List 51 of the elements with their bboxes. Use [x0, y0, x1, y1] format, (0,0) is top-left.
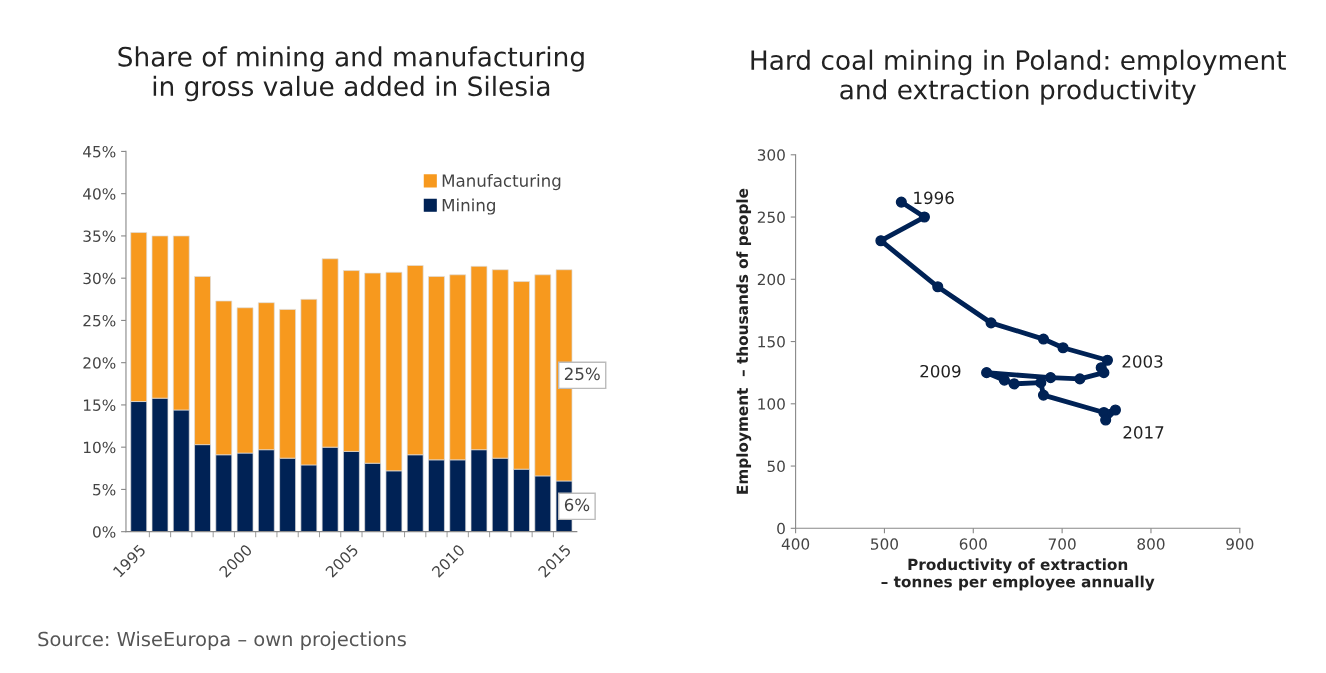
y-tick-label: 100 — [758, 398, 785, 410]
chart-title: Hard coal mining in Poland: employment and extraction productivity — [751, 49, 1286, 105]
y-tick-label: 30% — [83, 272, 116, 285]
y-tick-label: 40% — [83, 188, 116, 200]
x-tick-label: 400 — [781, 538, 810, 550]
annotation: 1996 — [914, 191, 954, 205]
annotation: 2003 — [1122, 355, 1163, 368]
point — [1037, 389, 1050, 401]
y-tick-label: 0 — [777, 522, 785, 535]
y-tick-label: 35% — [83, 230, 116, 242]
chart-title: Share of mining and manufacturing in gross value added in Silesia — [118, 46, 584, 102]
point — [918, 211, 930, 223]
point — [985, 317, 997, 329]
legend-label: Manufacturing — [442, 174, 561, 191]
point — [1101, 354, 1113, 366]
y-tick-label: 10% — [83, 441, 116, 454]
x-axis-title: Productivity of extraction – tonnes per employee annually — [881, 558, 1155, 591]
annotation: 2009 — [920, 364, 961, 378]
point — [1057, 342, 1069, 354]
y-tick-label: 150 — [758, 336, 785, 348]
y-tick-label: 300 — [757, 149, 785, 161]
y-tick-label: 250 — [757, 211, 785, 224]
x-tick-label: 600 — [959, 538, 987, 550]
annotation: 2017 — [1123, 426, 1164, 439]
y-tick-label: 200 — [757, 273, 785, 286]
point — [1037, 333, 1050, 345]
legend-label: Mining — [442, 198, 495, 215]
point — [895, 196, 907, 208]
source-note: Source: WiseEuropa – own projections — [38, 631, 406, 651]
point — [932, 281, 944, 293]
y-tick-label: 15% — [83, 399, 116, 411]
y-axis-title: Employment – thousands of people — [736, 188, 752, 494]
y-tick-label: 0% — [93, 526, 116, 538]
point — [875, 235, 887, 247]
point — [1008, 378, 1020, 390]
point — [981, 367, 993, 379]
x-tick-label: 700 — [1048, 538, 1076, 550]
point — [1045, 372, 1057, 384]
data-label: 25% — [564, 367, 600, 381]
x-tick-label: 800 — [1137, 538, 1165, 550]
point — [1074, 373, 1086, 385]
point — [1109, 404, 1121, 416]
y-tick-label: 5% — [93, 483, 116, 496]
y-tick-label: 50 — [767, 460, 785, 473]
data-label: 6% — [564, 498, 590, 512]
point — [1098, 367, 1110, 379]
x-tick-label: 500 — [871, 538, 899, 550]
y-tick-label: 45% — [83, 145, 116, 158]
y-tick-label: 20% — [83, 357, 116, 369]
y-tick-label: 25% — [83, 314, 116, 327]
x-tick-label: 900 — [1226, 538, 1254, 550]
